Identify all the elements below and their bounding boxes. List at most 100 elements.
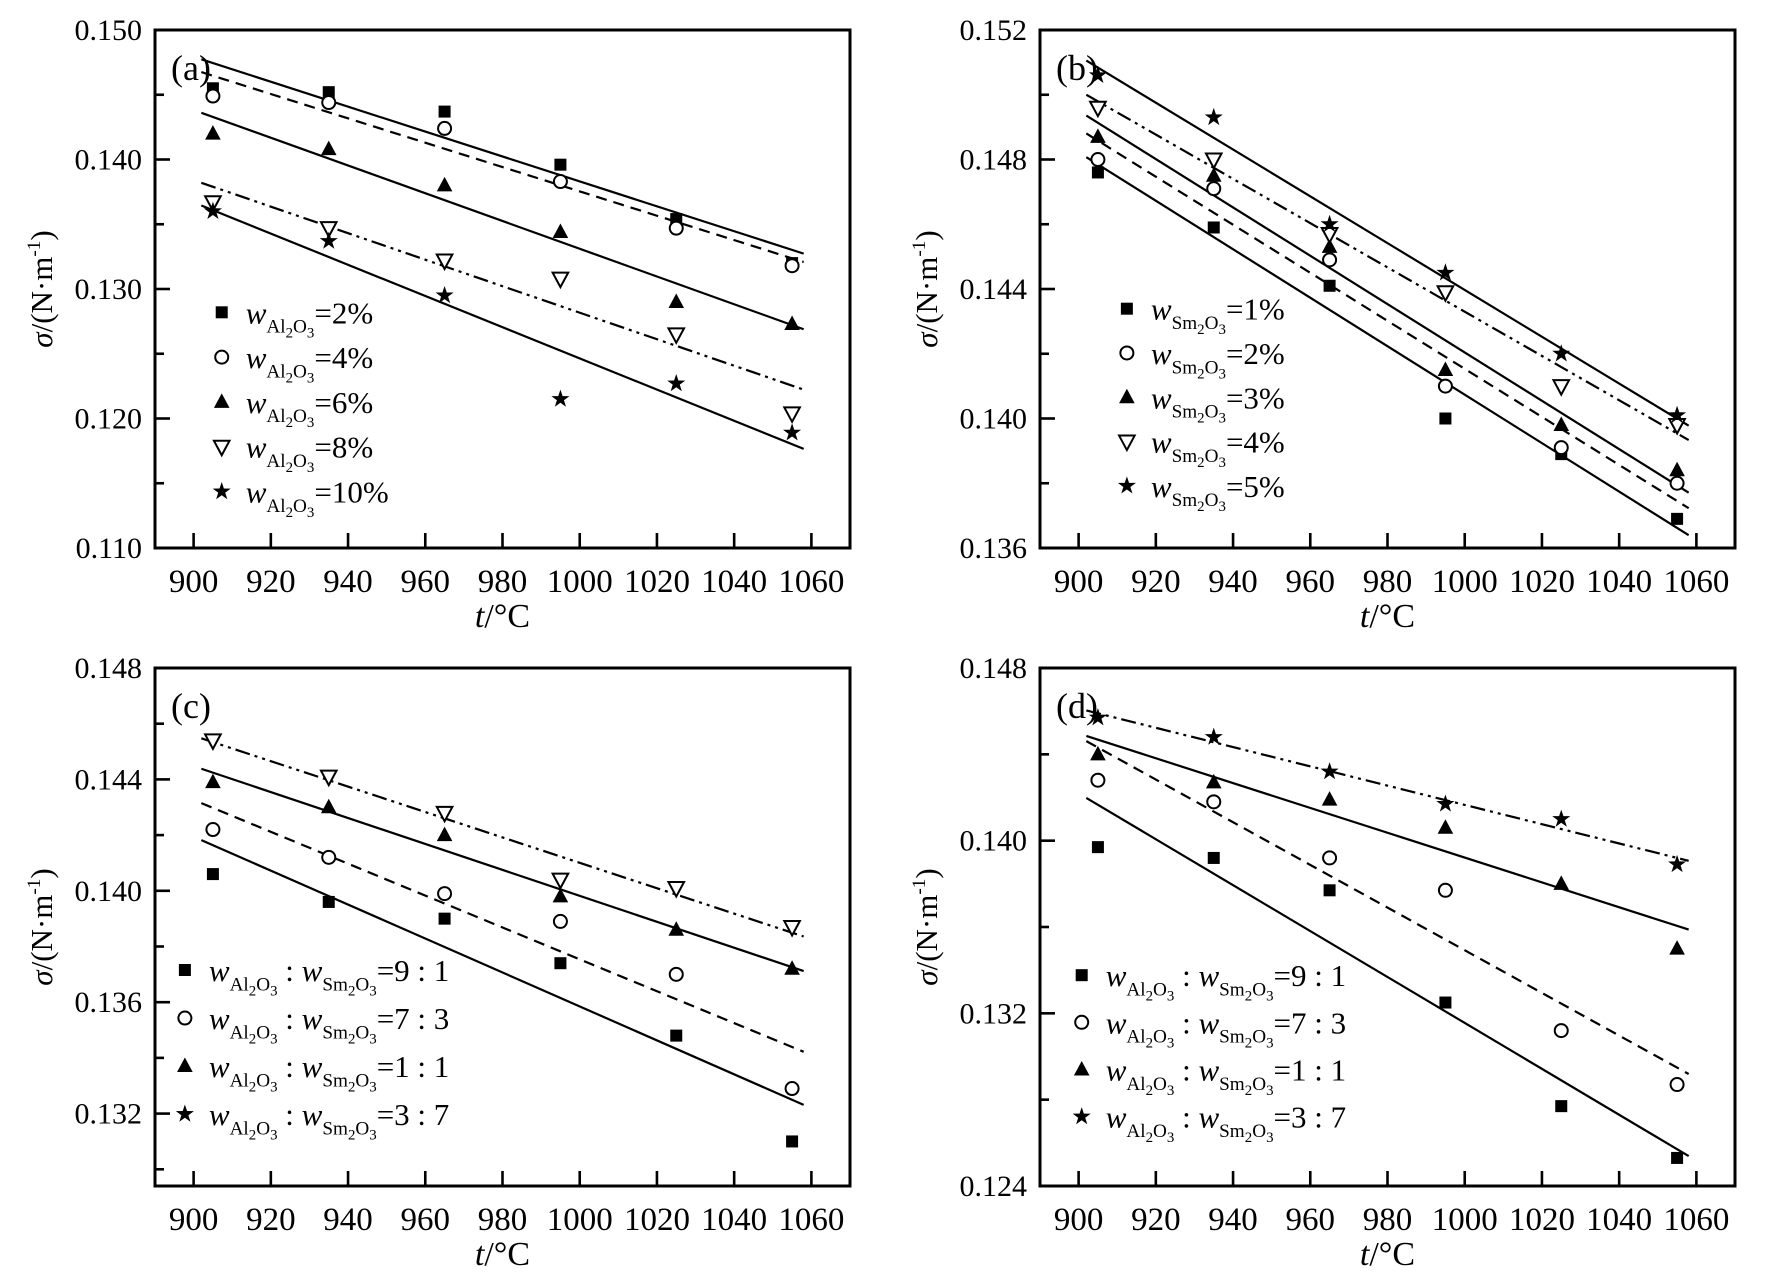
y-tick-label: 0.148	[960, 652, 1028, 685]
x-tick-label: 920	[1131, 564, 1181, 600]
panel-label: (b)	[1056, 48, 1098, 88]
y-tick-label: 0.132	[960, 997, 1028, 1030]
legend-label: wAl2O3 : wSm2O3=1 : 1	[209, 1049, 449, 1095]
x-tick-label: 1060	[1663, 1202, 1729, 1238]
tick-labels: 900 920 940 960 980 1000 1020 1040 1060 0.110 0.12…	[75, 14, 845, 600]
plot-frame	[1038, 28, 1737, 550]
x-tick-label: 1020	[1509, 564, 1575, 600]
fit-lines	[1085, 709, 1690, 1158]
x-tick-label: 900	[169, 1202, 219, 1238]
x-tick-label: 980	[1363, 1202, 1413, 1238]
legend-label: wAl2O3=10%	[246, 475, 389, 521]
axes	[153, 28, 852, 550]
tick-labels: 900 920 940 960 980 1000 1020 1040 1060 0.136 0.14…	[960, 14, 1730, 600]
x-tick-label: 1060	[778, 564, 844, 600]
fit-line-solid	[200, 767, 805, 973]
x-tick-label: 900	[169, 564, 219, 600]
x-axis-title: t/°C	[1360, 598, 1415, 635]
y-tick-label: 0.140	[960, 403, 1028, 436]
panel-b: 900 920 940 960 980 1000 1020 1040 1060 0.136 0.14…	[885, 0, 1770, 638]
fit-line-solid	[200, 839, 805, 1106]
legend-label: wSm2O3=2%	[1151, 336, 1285, 382]
x-tick-label: 1040	[1586, 564, 1652, 600]
fit-line-dashed	[200, 802, 805, 1053]
series-5-markers	[1088, 65, 1687, 423]
fit-line-solid	[200, 204, 805, 450]
y-axis-title: σ/(N·m-1)	[909, 868, 944, 985]
series-1-markers	[1091, 841, 1684, 1164]
y-tick-label: 0.140	[960, 825, 1028, 858]
x-tick-label: 960	[401, 564, 451, 600]
legend-label: wSm2O3=3%	[1151, 380, 1285, 426]
y-tick-label: 0.140	[75, 144, 143, 177]
tick-labels: 900 920 940 960 980 1000 1020 1040 1060 0.132 0.13…	[75, 652, 845, 1238]
y-tick-label: 0.130	[75, 273, 143, 306]
chart-panel-a: 900 920 940 960 980 1000 1020 1040 1060 0.110 0.12…	[0, 0, 885, 638]
legend-label: wAl2O3=2%	[246, 295, 373, 341]
legend-label: wAl2O3 : wSm2O3=9 : 1	[209, 953, 449, 999]
axes	[153, 666, 852, 1188]
y-axis-title: σ/(N·m-1)	[24, 230, 59, 347]
fit-line-solid	[1085, 796, 1690, 1158]
series-3-markers	[205, 125, 800, 330]
y-tick-label: 0.124	[960, 1170, 1028, 1203]
plot-frame	[1038, 666, 1737, 1188]
x-tick-label: 1040	[701, 1202, 767, 1238]
legend-label: wAl2O3 : wSm2O3=3 : 7	[1106, 1100, 1346, 1146]
x-tick-label: 940	[1208, 1202, 1258, 1238]
legend-label: wAl2O3=6%	[246, 385, 373, 431]
series-2-markers	[1090, 152, 1685, 491]
series-1-markers	[206, 868, 799, 1148]
series-2-markers	[205, 88, 800, 274]
y-tick-label: 0.136	[75, 986, 143, 1019]
x-tick-label: 980	[1363, 564, 1413, 600]
axes	[1038, 28, 1737, 550]
x-tick-label: 1000	[1432, 1202, 1498, 1238]
x-tick-label: 940	[323, 564, 373, 600]
fit-line-dashed	[1085, 132, 1690, 510]
series-3-markers	[205, 773, 800, 975]
plot-frame	[153, 666, 852, 1188]
fit-line-dashdot	[1085, 93, 1690, 442]
y-tick-label: 0.144	[960, 273, 1028, 306]
y-tick-label: 0.136	[960, 532, 1028, 565]
x-tick-label: 960	[401, 1202, 451, 1238]
y-axis-title-group: σ/(N·m-1)	[909, 230, 944, 347]
fit-line-solid	[200, 58, 805, 255]
x-tick-label: 920	[246, 1202, 296, 1238]
x-tick-label: 1000	[547, 1202, 613, 1238]
series-4-markers	[203, 195, 802, 424]
legend-label: wSm2O3=4%	[1151, 425, 1285, 471]
x-tick-label: 1060	[1663, 564, 1729, 600]
x-tick-label: 920	[246, 564, 296, 600]
fit-line-dashdot	[200, 181, 805, 391]
panel-c: 900 920 940 960 980 1000 1020 1040 1060 0.132 0.13…	[0, 638, 885, 1276]
y-axis-title-group: σ/(N·m-1)	[24, 868, 59, 985]
fit-line-solid	[1085, 156, 1690, 537]
fit-line-dashed	[1085, 740, 1690, 1075]
x-tick-label: 900	[1054, 1202, 1104, 1238]
fit-lines	[1085, 59, 1690, 537]
legend-label: wSm2O3=5%	[1151, 469, 1285, 515]
x-tick-label: 920	[1131, 1202, 1181, 1238]
x-axis-title: t/°C	[1360, 1236, 1415, 1273]
y-axis-title-group: σ/(N·m-1)	[909, 868, 944, 985]
axes	[1038, 666, 1737, 1188]
x-tick-label: 1040	[701, 564, 767, 600]
x-tick-label: 900	[1054, 564, 1104, 600]
y-tick-label: 0.132	[75, 1098, 143, 1131]
panel-d: 900 920 940 960 980 1000 1020 1040 1060 0.124 0.13…	[885, 638, 1770, 1276]
fit-line-dashdot	[200, 737, 805, 938]
y-tick-label: 0.150	[75, 14, 143, 47]
fit-line-dashdot	[1086, 709, 1689, 862]
y-tick-label: 0.152	[960, 14, 1028, 47]
x-tick-label: 960	[1286, 564, 1336, 600]
legend-label: wAl2O3 : wSm2O3=7 : 3	[209, 1001, 449, 1047]
y-axis-title: σ/(N·m-1)	[24, 868, 59, 985]
legend-label: wAl2O3=4%	[246, 340, 373, 386]
legend-label: wAl2O3 : wSm2O3=3 : 7	[209, 1097, 449, 1143]
series-3-markers	[1090, 745, 1685, 955]
legend-label: wAl2O3=8%	[246, 430, 373, 476]
